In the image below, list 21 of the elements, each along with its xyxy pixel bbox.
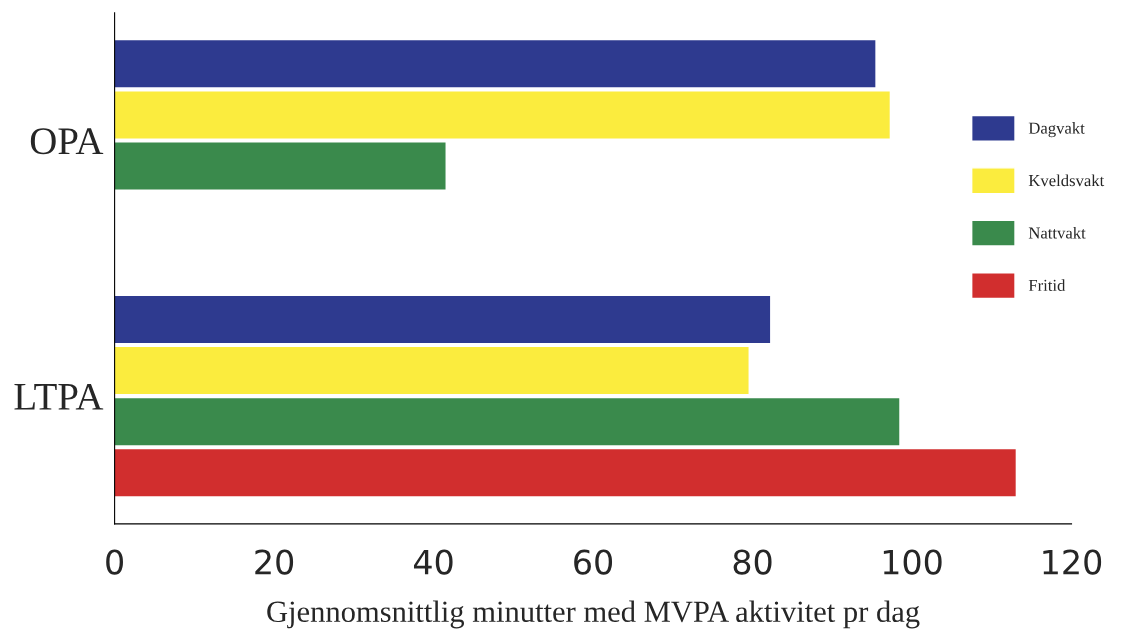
x-tick-label: 0: [106, 549, 123, 575]
bar: [114, 142, 446, 190]
legend-label: Fritid: [1028, 279, 1066, 292]
bar: [114, 295, 771, 343]
legend-label: Dagvakt: [1028, 122, 1085, 138]
bar: [114, 347, 749, 395]
x-tick-label: 60: [574, 549, 613, 575]
x-axis-title: Gjennomsnittlig minutter med MVPA aktivitet pr dag: [267, 600, 920, 629]
legend-label: Nattvakt: [1028, 226, 1086, 239]
x-tick-label: 120: [1043, 549, 1102, 575]
y-tick-label: LTPA: [14, 383, 104, 410]
x-tick-label: 100: [883, 549, 942, 575]
bar: [114, 398, 900, 446]
bar: [114, 449, 1016, 497]
legend-label: Kveldsvakt: [1028, 174, 1105, 187]
x-tick-label: 80: [733, 549, 772, 575]
x-tick-label: 40: [413, 549, 453, 575]
x-tick-label: 20: [255, 549, 294, 575]
y-tick-label: OPA: [30, 128, 104, 155]
bar: [114, 40, 876, 88]
bar: [114, 91, 890, 139]
